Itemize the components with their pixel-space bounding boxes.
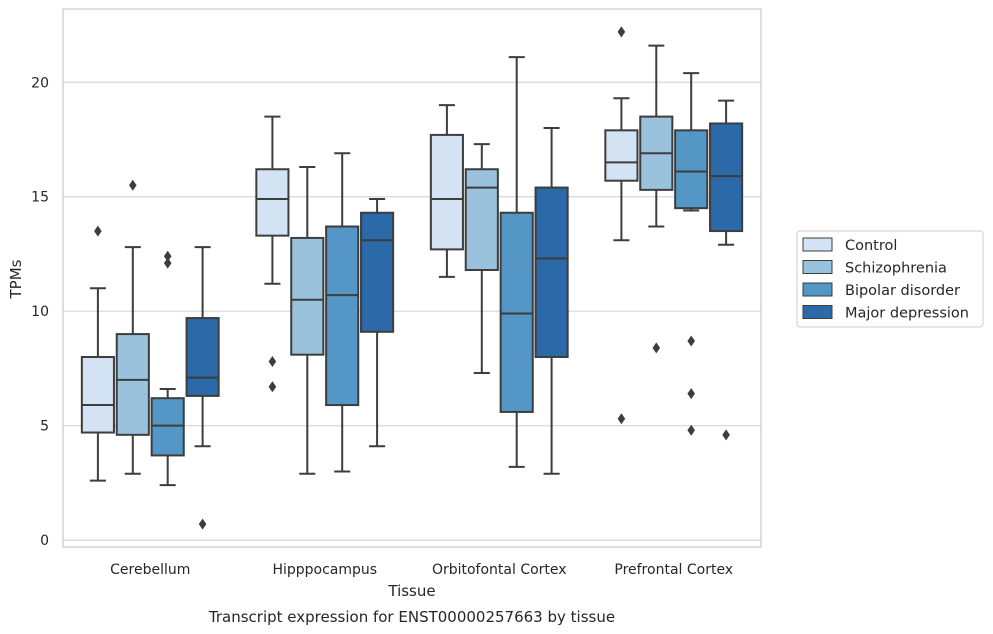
box-plot-element bbox=[360, 198, 395, 448]
box-plot-element bbox=[80, 225, 115, 482]
box bbox=[429, 133, 464, 251]
outlier-point bbox=[722, 429, 730, 441]
y-tick-label: 10 bbox=[31, 304, 49, 320]
legend-swatch bbox=[802, 260, 833, 274]
y-tick-label: 20 bbox=[31, 75, 49, 91]
outlier-point bbox=[687, 335, 695, 347]
outlier-point bbox=[652, 342, 661, 354]
legend-label: Bipolar disorder bbox=[845, 283, 960, 299]
box-plot-element bbox=[709, 99, 744, 441]
box bbox=[115, 333, 150, 436]
box bbox=[185, 317, 220, 397]
plot-frame bbox=[62, 8, 762, 548]
box-plot-element bbox=[674, 72, 709, 436]
legend-swatch bbox=[802, 305, 833, 319]
box-plot-element bbox=[639, 44, 674, 354]
box-plot-element bbox=[290, 165, 325, 475]
box-plot-element bbox=[115, 179, 150, 475]
x-axis-label: Tissue bbox=[387, 582, 435, 600]
legend: Control Schizophrenia Bipolar disorder Majo… bbox=[796, 230, 984, 328]
y-tick-label: 5 bbox=[40, 419, 49, 435]
x-tick-label: Orbitofontal Cortex bbox=[432, 562, 567, 578]
outlier-point bbox=[617, 26, 626, 38]
box-plot-element bbox=[464, 143, 499, 375]
box-plot-element bbox=[604, 26, 639, 425]
box-plot-element bbox=[150, 250, 185, 487]
box bbox=[255, 168, 290, 237]
outlier-point bbox=[268, 356, 277, 368]
box bbox=[534, 186, 569, 358]
outlier-point bbox=[163, 257, 172, 269]
legend-label: Control bbox=[845, 238, 897, 254]
outlier-point bbox=[687, 424, 695, 436]
outlier-point bbox=[163, 250, 172, 262]
box-plot-element bbox=[429, 104, 464, 278]
legend-swatch bbox=[802, 237, 833, 252]
box bbox=[499, 211, 534, 413]
box-plot-element bbox=[325, 152, 360, 473]
outlier-point bbox=[687, 388, 695, 400]
box-plot-element bbox=[255, 115, 290, 393]
x-tick-labels: Cerebellum Hipppocampus Orbitofontal Corte… bbox=[110, 562, 733, 578]
box bbox=[325, 225, 360, 407]
box bbox=[290, 236, 325, 356]
y-tick-label: 0 bbox=[40, 533, 49, 549]
outlier-point bbox=[94, 225, 102, 237]
box bbox=[674, 129, 709, 210]
y-axis-label: TPMs bbox=[7, 259, 25, 299]
legend-label: Schizophrenia bbox=[845, 261, 947, 277]
legend-swatch bbox=[802, 282, 833, 297]
x-tick-label: Cerebellum bbox=[110, 562, 190, 578]
x-tick-label: Hipppocampus bbox=[272, 562, 377, 578]
box bbox=[360, 211, 395, 333]
box bbox=[604, 129, 639, 182]
legend-frame bbox=[796, 230, 984, 328]
outlier-point bbox=[129, 179, 137, 191]
outlier-point bbox=[198, 518, 207, 530]
box bbox=[464, 168, 499, 271]
box-plot-series bbox=[80, 26, 744, 530]
box-plot-element bbox=[499, 56, 534, 468]
box-plot-element bbox=[534, 127, 569, 475]
box bbox=[150, 397, 185, 457]
chart-caption: Transcript expression for ENST0000025766… bbox=[208, 608, 615, 626]
box bbox=[80, 355, 115, 434]
box-plot-element bbox=[185, 246, 220, 530]
outlier-point bbox=[268, 381, 277, 393]
outlier-point bbox=[617, 413, 626, 425]
legend-label: Major depression bbox=[845, 306, 969, 322]
box bbox=[709, 122, 744, 233]
y-tick-label: 15 bbox=[31, 190, 49, 206]
x-tick-label: Prefrontal Cortex bbox=[614, 562, 733, 578]
y-tick-labels: 0 5 10 15 20 bbox=[31, 75, 49, 549]
